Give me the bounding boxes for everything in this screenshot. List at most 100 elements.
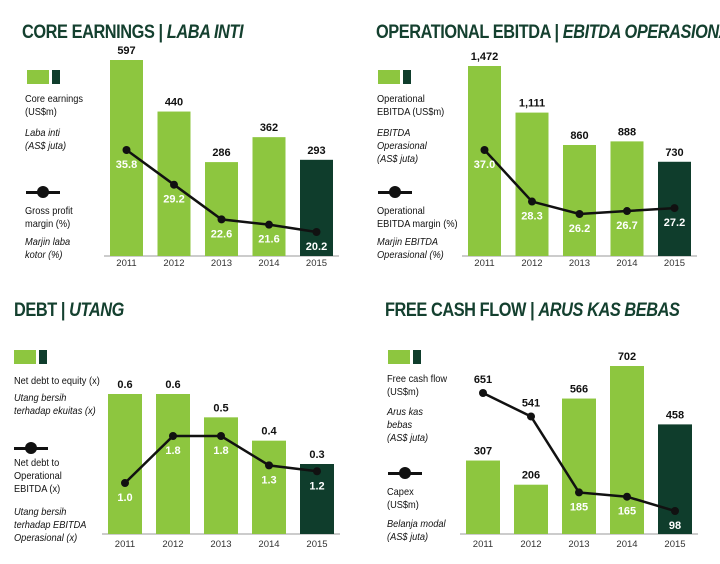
category-tick-label: 2012 (521, 258, 542, 269)
line-value-label: 28.3 (521, 211, 542, 223)
bar-value-label: 860 (570, 130, 588, 142)
bar-value-label: 0.6 (165, 379, 180, 391)
bar-2011 (466, 460, 500, 534)
line-legend-label: Capex (US$m) (387, 486, 419, 511)
bar-legend-label-alt: Utang bersih terhadap ekuitas (x) (14, 392, 96, 417)
category-tick-label: 2015 (306, 539, 327, 550)
line-point (575, 210, 584, 218)
bar-2013 (562, 398, 596, 534)
line-point (528, 197, 536, 206)
operational-ebitda-panel: OPERATIONAL EBITDA | EBITDA OPERASIONAL … (360, 0, 720, 282)
bar-value-label: 440 (165, 97, 183, 109)
line-value-label: 22.6 (211, 228, 232, 240)
line-value-label: 1.8 (213, 445, 228, 457)
line-point (671, 507, 679, 515)
line-point (480, 146, 489, 154)
line-legend-label: Net debt to Operational EBITDA (x) (14, 457, 62, 495)
line-value-label: 1.0 (117, 492, 132, 504)
line-legend-swatch (388, 467, 422, 479)
line-value-label: 1.2 (309, 480, 324, 492)
line-legend-label-alt: Utang bersih terhadap EBITDA Operasional… (14, 506, 87, 544)
line-legend-label-alt: Marjin laba kotor (%) (25, 236, 71, 261)
line-value-label: 35.8 (116, 159, 137, 171)
bar-2012 (156, 394, 190, 534)
line-point (623, 492, 631, 501)
bar-2011 (108, 394, 142, 534)
bar-2012 (515, 112, 549, 256)
category-tick-label: 2013 (569, 258, 590, 269)
category-tick-label: 2015 (306, 258, 327, 269)
bar-2014 (252, 137, 286, 256)
bar-value-label: 362 (260, 122, 278, 134)
line-value-label: 37.0 (474, 159, 495, 171)
category-tick-label: 2013 (568, 539, 589, 550)
bar-value-label: 0.4 (261, 426, 277, 438)
category-tick-label: 2013 (210, 539, 231, 550)
bar-2013 (563, 144, 596, 256)
panel-title: CORE EARNINGS | LABA INTI (22, 22, 244, 43)
debt-panel: DEBT | UTANG Net debt to equity (x) Utan… (0, 282, 360, 564)
line-point (170, 180, 178, 189)
category-tick-label: 2015 (664, 258, 685, 269)
bar-2012 (514, 484, 548, 534)
bar-value-label: 730 (665, 147, 683, 159)
bar-value-label: 1,111 (519, 98, 545, 110)
line-point (670, 204, 679, 213)
line-point (575, 488, 583, 497)
category-tick-label: 2011 (473, 539, 493, 550)
category-tick-label: 2014 (258, 258, 279, 269)
bar-2015 (300, 464, 334, 534)
free-cash-flow-panel: FREE CASH FLOW | ARUS KAS BEBAS Free cas… (360, 282, 720, 564)
bar-value-label: 0.6 (117, 379, 132, 391)
line-legend-label: Operational EBITDA margin (%) (377, 205, 458, 230)
line-legend-swatch (378, 186, 412, 198)
line-value-label: 541 (522, 397, 540, 409)
panel-title: DEBT | UTANG (14, 300, 124, 321)
bar-legend-label-alt: Arus kas bebas (AS$ juta) (387, 406, 429, 444)
category-tick-label: 2014 (616, 539, 637, 550)
category-tick-label: 2012 (163, 258, 184, 269)
bar-2014 (252, 440, 286, 534)
bar-2014 (610, 141, 644, 256)
line-value-label: 1.3 (261, 474, 276, 486)
line-value-label: 185 (570, 501, 588, 513)
line-point (312, 228, 321, 236)
line-value-label: 1.8 (165, 445, 180, 457)
panel-title: OPERATIONAL EBITDA | EBITDA OPERASIONAL (376, 22, 720, 43)
line-point (313, 467, 321, 476)
bar-2014 (610, 366, 644, 534)
bar-value-label: 458 (666, 409, 684, 421)
line-legend-label-alt: Marjin EBITDA Operasional (%) (377, 236, 444, 261)
bar-2013 (205, 162, 238, 256)
bar-legend-label: Net debt to equity (x) (14, 375, 100, 387)
bar-value-label: 0.3 (309, 449, 324, 461)
bar-value-label: 0.5 (213, 402, 228, 414)
bar-legend-label-alt: Laba inti (AS$ juta) (25, 127, 67, 152)
category-tick-label: 2012 (162, 539, 183, 550)
free-cash-flow-chart: 307 2011 206 2012 566 2013 702 2014 458 2015 651 54… (460, 351, 698, 550)
category-tick-label: 2015 (664, 539, 685, 550)
bar-legend-swatch (14, 350, 48, 364)
line-point (217, 215, 226, 224)
line-point (479, 389, 487, 397)
core-earnings-chart: 597 2011 440 2012 286 2013 362 2014 293 2015 35.8 2… (104, 45, 339, 269)
line-point (527, 412, 535, 421)
line-legend-swatch (26, 186, 60, 198)
core-earnings-panel: CORE EARNINGS | LABA INTI Core earnings … (0, 0, 360, 282)
category-tick-label: 2011 (116, 258, 136, 269)
line-legend-label-alt: Belanja modal (AS$ juta) (387, 518, 446, 543)
category-tick-label: 2011 (115, 539, 135, 550)
line-point (265, 461, 273, 470)
bar-value-label: 888 (618, 126, 636, 138)
bar-value-label: 307 (474, 446, 492, 458)
line-value-label: 98 (669, 520, 681, 532)
line-value-label: 29.2 (163, 194, 184, 206)
bar-value-label: 286 (212, 147, 230, 159)
bar-2015 (300, 159, 333, 256)
bar-legend-label: Operational EBITDA (US$m) (377, 93, 445, 118)
bar-value-label: 206 (522, 470, 540, 482)
category-tick-label: 2012 (520, 539, 541, 550)
bar-2015 (658, 424, 692, 534)
line-value-label: 20.2 (306, 241, 327, 253)
line-value-label: 21.6 (258, 234, 279, 246)
